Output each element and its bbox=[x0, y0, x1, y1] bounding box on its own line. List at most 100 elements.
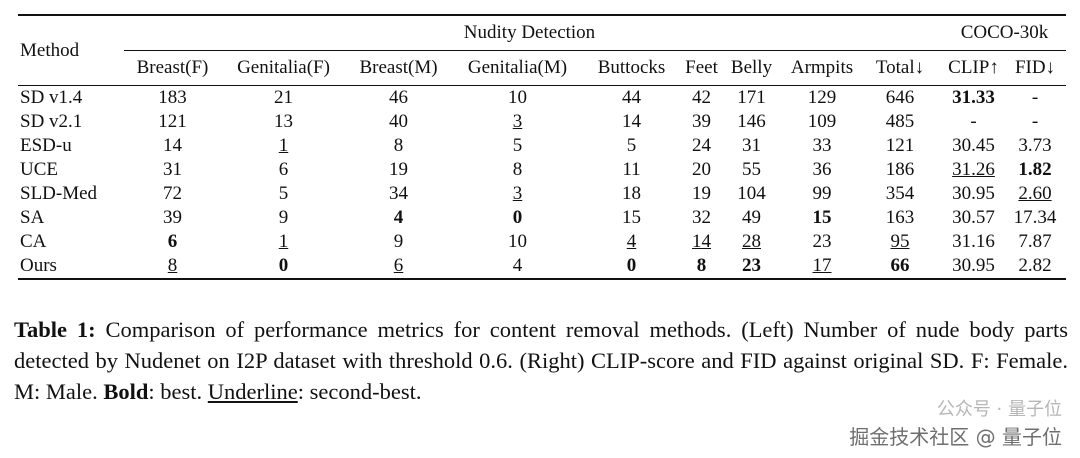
value-cell: 21 bbox=[274, 87, 293, 108]
value-cell: 6 bbox=[346, 254, 451, 279]
value-cell: 24 bbox=[692, 135, 711, 156]
value-cell: 55 bbox=[742, 159, 761, 180]
value-cell: 95 bbox=[865, 230, 935, 254]
caption-segment: Bold bbox=[103, 379, 148, 404]
method-cell: Ours bbox=[20, 255, 57, 276]
caption-bold: Table 1: bbox=[14, 317, 96, 342]
value-cell: 7.87 bbox=[1018, 231, 1052, 252]
value-bold: 6 bbox=[167, 231, 178, 252]
value-cell: 8 bbox=[393, 135, 404, 156]
value-cell: 31 bbox=[163, 159, 182, 180]
column-header: Genitalia(F) bbox=[237, 57, 330, 78]
value-cell: 32 bbox=[692, 207, 711, 228]
value-cell: 34 bbox=[389, 183, 408, 204]
caption-segment: : second-best. bbox=[297, 379, 422, 404]
value-underline: 1 bbox=[278, 231, 289, 252]
caption-segment: Underline bbox=[208, 379, 298, 404]
caption-segment: Table 1: bbox=[14, 317, 96, 342]
value-cell: 1 bbox=[221, 230, 346, 254]
value-underline: 1 bbox=[278, 135, 289, 156]
value-cell: 39 bbox=[163, 207, 182, 228]
value-cell: 44 bbox=[622, 87, 641, 108]
value-cell: 0 bbox=[584, 254, 679, 279]
value-cell: 66 bbox=[865, 254, 935, 279]
value-cell: 17 bbox=[779, 254, 865, 279]
caption-underline: Underline bbox=[207, 379, 298, 404]
caption-bold: Bold bbox=[103, 379, 149, 404]
value-cell: 31.33 bbox=[935, 86, 1004, 111]
value-cell: 8 bbox=[512, 159, 523, 180]
value-cell: - bbox=[1031, 87, 1039, 108]
method-cell: SLD-Med bbox=[20, 183, 98, 204]
method-header: Method bbox=[18, 15, 124, 86]
value-cell: 14 bbox=[679, 230, 724, 254]
value-cell: 15 bbox=[779, 206, 865, 230]
value-cell: 8 bbox=[679, 254, 724, 279]
value-underline: 8 bbox=[167, 255, 178, 276]
value-bold: 23 bbox=[742, 255, 761, 276]
value-cell: 121 bbox=[885, 135, 915, 156]
value-cell: 31.26 bbox=[935, 158, 1004, 182]
table-row: UCE 31 6 19 8 11 20 55 36 186 31.26 1.82 bbox=[18, 158, 1066, 182]
watermark-line: 公众号 · 量子位 bbox=[936, 399, 1062, 420]
value-cell: 1 bbox=[221, 134, 346, 158]
method-cell: CA bbox=[20, 231, 47, 252]
value-cell: 17.34 bbox=[1013, 207, 1057, 228]
value-cell: 10 bbox=[508, 87, 527, 108]
column-header: Genitalia(M) bbox=[467, 57, 568, 78]
value-underline: 17 bbox=[812, 255, 832, 276]
value-cell: - bbox=[1031, 111, 1039, 132]
value-cell: 30.45 bbox=[952, 135, 995, 156]
value-cell: 104 bbox=[737, 183, 766, 204]
value-cell: 33 bbox=[812, 135, 832, 156]
table-row: SD v1.4 183 21 46 10 44 42 171 129 646 31.33 - bbox=[18, 86, 1066, 111]
value-cell: 20 bbox=[692, 159, 711, 180]
value-cell: 129 bbox=[807, 87, 837, 108]
value-cell: 121 bbox=[158, 111, 187, 132]
value-cell: 3 bbox=[451, 110, 584, 134]
column-header: Total↓ bbox=[875, 57, 925, 78]
value-cell: 163 bbox=[885, 207, 915, 228]
value-cell: 36 bbox=[812, 159, 832, 180]
value-underline: 28 bbox=[742, 231, 761, 252]
value-cell: 4 bbox=[584, 230, 679, 254]
value-cell: 23 bbox=[812, 231, 832, 252]
value-cell: 72 bbox=[163, 183, 182, 204]
table-row: Ours 8 0 6 4 0 8 23 17 66 30.95 2.82 bbox=[18, 254, 1066, 279]
value-cell: 485 bbox=[885, 111, 915, 132]
value-cell: 3.73 bbox=[1018, 135, 1052, 156]
value-cell: 14 bbox=[163, 135, 182, 156]
value-cell: 4 bbox=[512, 255, 523, 276]
group-header: COCO-30k bbox=[935, 15, 1066, 51]
value-cell: 186 bbox=[885, 159, 915, 180]
value-bold: 8 bbox=[696, 255, 707, 276]
value-bold: 66 bbox=[890, 255, 910, 276]
value-cell: 6 bbox=[124, 230, 221, 254]
value-cell: 0 bbox=[451, 206, 584, 230]
value-cell: 146 bbox=[737, 111, 766, 132]
value-cell: 9 bbox=[278, 207, 289, 228]
value-cell: 171 bbox=[737, 87, 766, 108]
column-header: Belly bbox=[730, 57, 773, 78]
column-header: Breast(F) bbox=[136, 57, 209, 78]
value-cell: 99 bbox=[812, 183, 832, 204]
watermark: 公众号 · 量子位 掘金技术社区 @ 量子位 bbox=[849, 395, 1062, 450]
value-cell: 31.16 bbox=[952, 231, 995, 252]
method-cell: SD v1.4 bbox=[20, 87, 83, 108]
column-header: Breast(M) bbox=[359, 57, 438, 78]
value-cell: 31 bbox=[742, 135, 761, 156]
value-underline: 14 bbox=[692, 231, 711, 252]
watermark-line: 掘金技术社区 @ 量子位 bbox=[849, 425, 1062, 449]
value-cell: 19 bbox=[692, 183, 711, 204]
method-cell: SD v2.1 bbox=[20, 111, 83, 132]
value-cell: 11 bbox=[622, 159, 641, 180]
table-row: CA 6 1 9 10 4 14 28 23 95 31.16 7.87 bbox=[18, 230, 1066, 254]
value-cell: 39 bbox=[692, 111, 711, 132]
table-wrap: Method Nudity Detection COCO-30k Breast(… bbox=[18, 14, 1066, 280]
value-bold: 0 bbox=[512, 207, 523, 228]
value-cell: 49 bbox=[742, 207, 761, 228]
value-bold: 4 bbox=[393, 207, 404, 228]
value-underline: 31.26 bbox=[952, 159, 995, 180]
value-underline: 3 bbox=[512, 111, 523, 132]
